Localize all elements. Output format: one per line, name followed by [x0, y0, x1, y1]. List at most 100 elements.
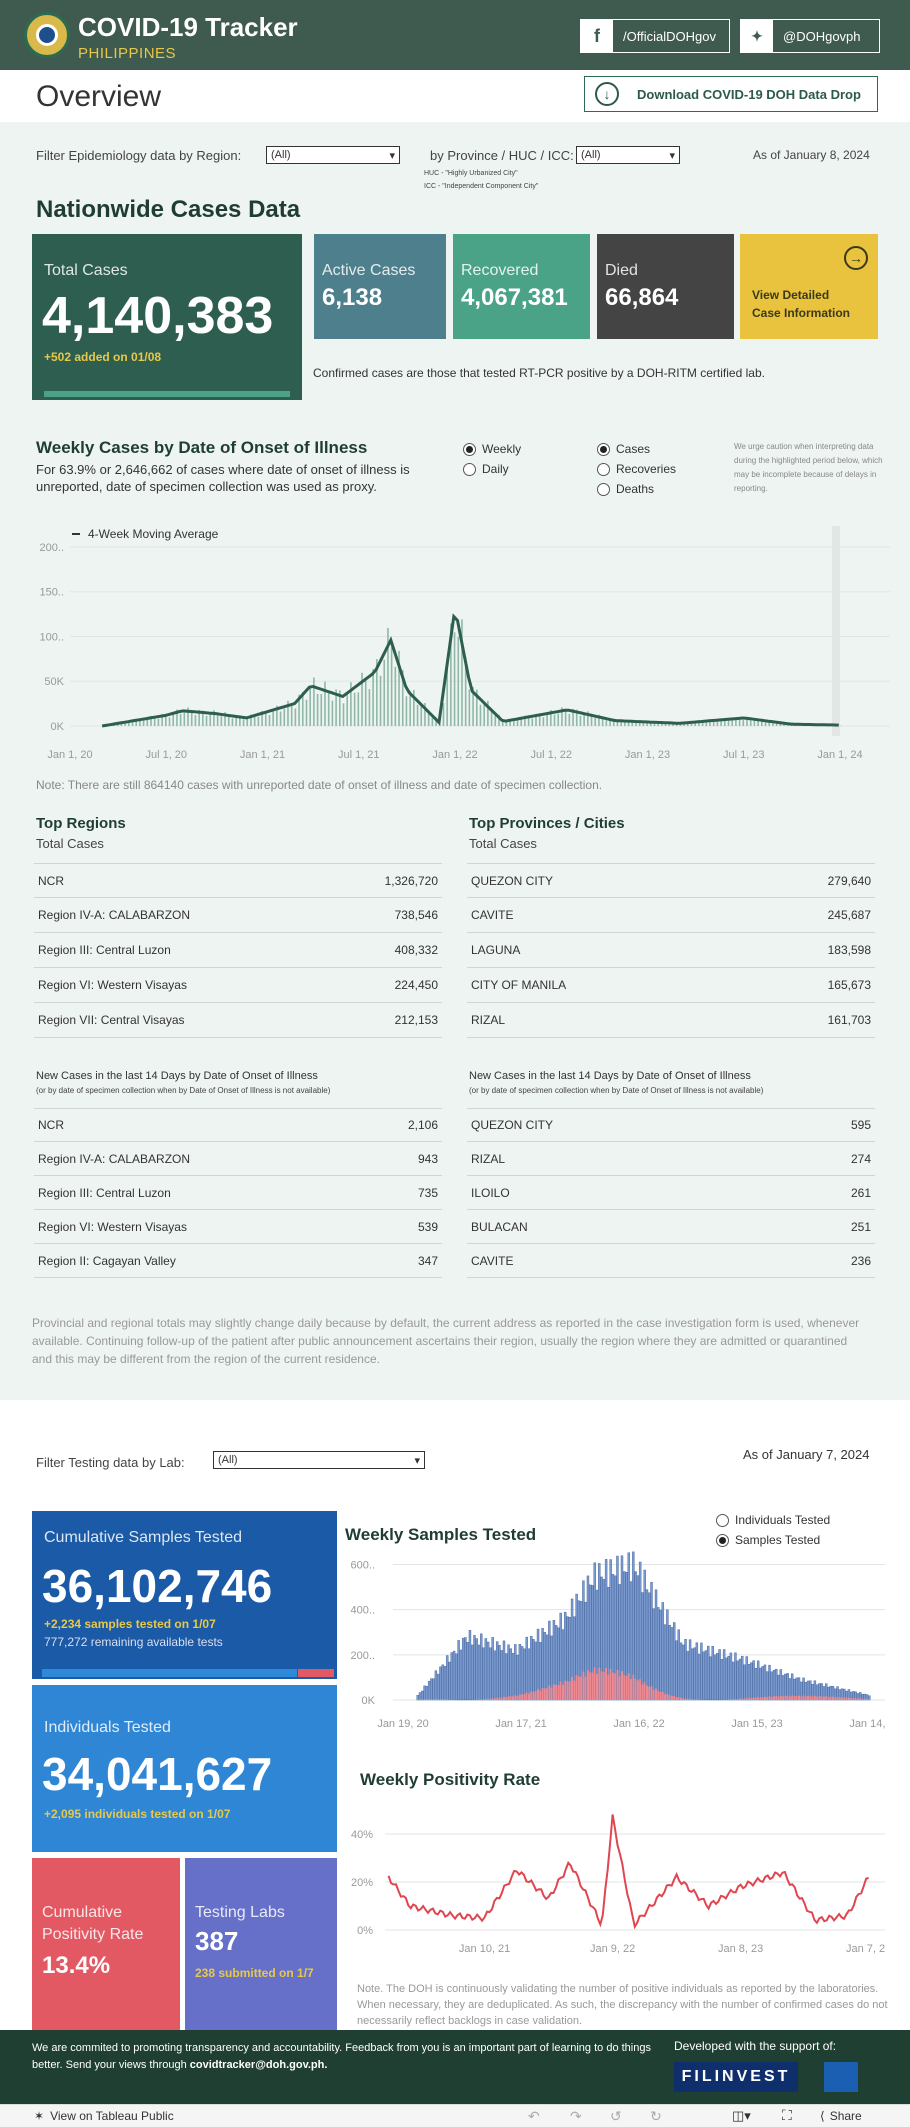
radio-individuals-tested[interactable]: Individuals Tested — [716, 1513, 830, 1527]
weekly-samples-bar — [500, 1650, 503, 1701]
weekly-case-bar — [224, 712, 226, 726]
table-row[interactable]: RIZAL 161,703 — [467, 1003, 875, 1038]
radio-daily[interactable]: Daily — [463, 462, 509, 476]
table-row[interactable]: ILOILO 261 — [467, 1176, 875, 1210]
view-detailed-case-button[interactable]: → View Detailed Case Information — [740, 234, 878, 339]
row-label: CITY OF MANILA — [471, 978, 567, 992]
row-value: 251 — [850, 1219, 871, 1234]
weekly-samples-chart: 0K 200.. 400.. 600.. Jan 19, 20 Jan 17, 21 Jan… — [351, 1551, 885, 1730]
weekly-positive-bar — [822, 1696, 825, 1700]
weekly-positive-bar — [768, 1696, 771, 1700]
weekly-case-bar — [205, 715, 208, 726]
table-row[interactable]: Region VI: Western Visayas 539 — [34, 1210, 442, 1244]
weekly-samples-bar — [461, 1637, 465, 1701]
redo-icon[interactable]: ↷ — [570, 2108, 582, 2124]
weekly-samples-bar — [466, 1642, 469, 1701]
weekly-samples-bar — [452, 1650, 456, 1701]
row-value: 212,153 — [394, 1013, 438, 1027]
weekly-samples-bar — [682, 1644, 685, 1701]
weekly-samples-bar — [670, 1627, 674, 1701]
table-row[interactable]: Region II: Cagayan Valley 347 — [34, 1244, 442, 1278]
table-row[interactable]: LAGUNA 183,598 — [467, 933, 875, 968]
weekly-case-bar — [153, 717, 156, 726]
facebook-link[interactable]: f/OfficialDOHgov — [580, 19, 730, 53]
weekly-case-bar — [242, 719, 245, 726]
weekly-samples-bar — [725, 1657, 728, 1701]
weekly-positive-bar — [512, 1696, 515, 1700]
radio-cases[interactable]: Cases — [597, 442, 650, 456]
table-row[interactable]: QUEZON CITY 595 — [467, 1108, 875, 1142]
radio-deaths[interactable]: Deaths — [597, 482, 654, 496]
table-row[interactable]: CAVITE 245,687 — [467, 898, 875, 933]
table-row[interactable]: CITY OF MANILA 165,673 — [467, 968, 875, 1003]
weekly-case-bar — [509, 719, 511, 726]
weekly-case-bar — [405, 696, 408, 726]
region-filter-select[interactable]: (All) ▾ — [266, 146, 400, 164]
weekly-case-bar — [568, 713, 571, 726]
page-title: Overview — [36, 80, 162, 113]
weekly-positive-bar — [428, 1699, 431, 1700]
weekly-samples-bar — [489, 1647, 492, 1701]
y-tick-label: 50K — [44, 676, 64, 688]
table-row[interactable]: Region III: Central Luzon 735 — [34, 1176, 442, 1210]
new-regions-title: New Cases in the last 14 Days by Date of… — [36, 1070, 318, 1082]
province-filter-select[interactable]: (All) ▾ — [576, 146, 680, 164]
weekly-positive-bar — [645, 1685, 648, 1700]
revert-icon[interactable]: ↺ — [610, 2108, 622, 2124]
radio-recoveries[interactable]: Recoveries — [597, 462, 676, 476]
lab-filter-select[interactable]: (All) ▾ — [213, 1451, 425, 1469]
weekly-positive-bar — [866, 1698, 869, 1700]
weekly-positive-bar — [625, 1675, 628, 1700]
download-menu-icon[interactable]: ◫▾ — [732, 2108, 751, 2123]
weekly-samples-bar — [695, 1642, 699, 1701]
download-data-button[interactable]: ↓ Download COVID-19 DOH Data Drop — [584, 76, 878, 112]
table-row[interactable]: BULACAN 251 — [467, 1210, 875, 1244]
weekly-positive-bar — [600, 1671, 603, 1700]
table-row[interactable]: Region III: Central Luzon 408,332 — [34, 933, 442, 968]
undo-icon[interactable]: ↶ — [528, 2108, 540, 2124]
x-tick-label: Jan 14, 24 — [849, 1718, 885, 1730]
twitter-link[interactable]: ✦ @DOHgovph — [740, 19, 880, 53]
x-tick-label: Jul 1, 21 — [338, 749, 380, 761]
refresh-icon[interactable]: ↻ — [650, 2108, 662, 2124]
weekly-samples-bar — [643, 1569, 646, 1701]
radio-weekly[interactable]: Weekly — [463, 442, 521, 456]
table-row[interactable]: QUEZON CITY 279,640 — [467, 863, 875, 898]
weekly-case-bar — [131, 722, 134, 726]
support-label: Developed with the support of: — [674, 2039, 837, 2053]
weekly-case-bar — [379, 675, 382, 726]
weekly-case-bar — [475, 689, 478, 726]
row-label: CAVITE — [471, 1253, 514, 1268]
top-provinces-title: Top Provinces / Cities — [469, 815, 625, 832]
weekly-samples-bar — [738, 1658, 742, 1701]
weekly-case-bar — [346, 694, 349, 726]
table-row[interactable]: CAVITE 236 — [467, 1244, 875, 1278]
weekly-case-bar — [179, 714, 182, 726]
weekly-positive-bar — [573, 1680, 576, 1700]
table-row[interactable]: Region IV-A: CALABARZON 738,546 — [34, 898, 442, 933]
weekly-samples-bar — [468, 1630, 472, 1701]
top-provinces-table: QUEZON CITY 279,640 CAVITE 245,687 LAGUNA 183… — [467, 863, 875, 1038]
share-button[interactable]: ⟨ Share — [820, 2109, 862, 2123]
table-row[interactable]: NCR 1,326,720 — [34, 863, 442, 898]
table-row[interactable]: Region IV-A: CALABARZON 943 — [34, 1142, 442, 1176]
weekly-positive-bar — [602, 1672, 605, 1700]
radio-samples-tested[interactable]: Samples Tested — [716, 1533, 820, 1547]
weekly-case-bar — [239, 715, 241, 726]
weekly-positive-bar — [729, 1699, 732, 1700]
row-value: 1,326,720 — [384, 873, 438, 888]
table-row[interactable]: Region VII: Central Visayas 212,153 — [34, 1003, 442, 1038]
weekly-positive-bar — [863, 1698, 866, 1700]
weekly-case-bar — [368, 689, 371, 726]
fullscreen-icon[interactable]: ⛶ — [782, 2107, 792, 2123]
table-row[interactable]: RIZAL 274 — [467, 1142, 875, 1176]
weekly-positive-bar — [598, 1667, 601, 1700]
weekly-samples-bar — [775, 1668, 778, 1701]
table-row[interactable]: Region VI: Western Visayas 224,450 — [34, 968, 442, 1003]
table-row[interactable]: NCR 2,106 — [34, 1108, 442, 1142]
feedback-email-link[interactable]: covidtracker@doh.gov.ph. — [189, 2059, 328, 2071]
weekly-samples-bar — [741, 1656, 744, 1701]
weekly-case-bar — [165, 714, 167, 726]
x-tick-label: Jan 15, 23 — [731, 1718, 782, 1730]
view-on-tableau-link[interactable]: ✶ View on Tableau Public — [34, 2109, 174, 2123]
